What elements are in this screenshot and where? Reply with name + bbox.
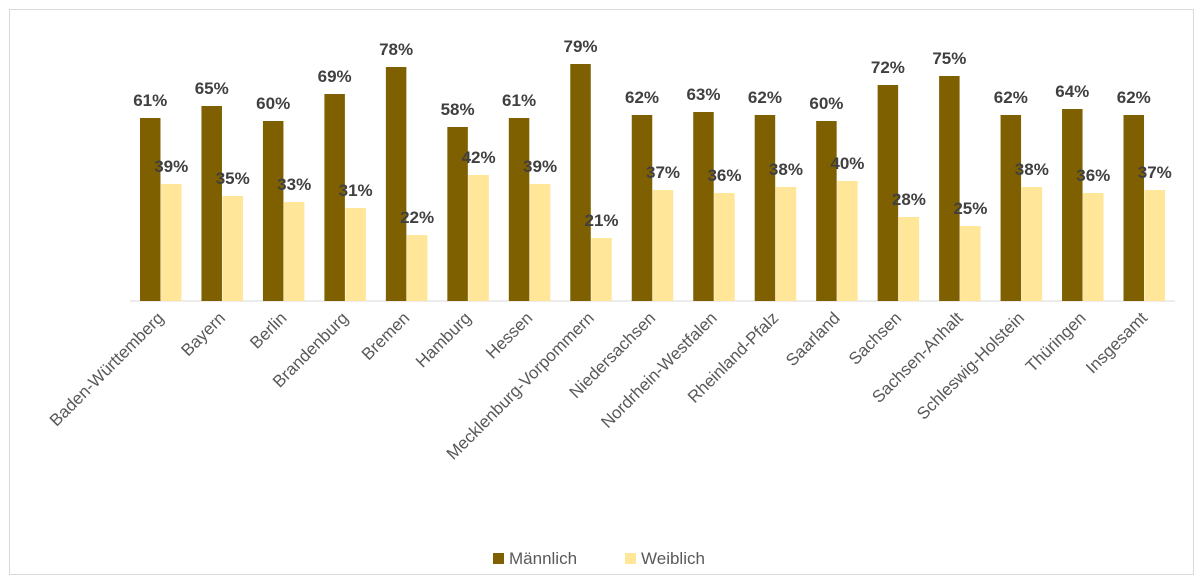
data-label: 63% [686,85,720,104]
bar-maennlich [877,85,899,301]
data-label: 40% [830,154,864,173]
bar-maennlich [1123,115,1145,301]
bar-weiblich [775,187,797,301]
bar-weiblich [222,196,243,301]
data-label: 38% [1015,160,1049,179]
bar-maennlich [754,115,776,301]
data-label: 35% [216,169,250,188]
bar-weiblich [714,193,735,301]
bar-weiblich [1144,190,1166,301]
bar-weiblich [283,202,305,301]
category-label: Sachsen [845,308,905,368]
data-label: 37% [646,163,680,182]
bar-maennlich [570,64,591,301]
bar-maennlich [1062,109,1083,301]
data-label: 42% [462,148,496,167]
data-label: 39% [154,157,188,176]
data-label: 39% [523,157,557,176]
category-label: Hamburg [412,308,475,371]
data-label: 75% [932,49,966,68]
data-label: 62% [625,88,659,107]
bar-weiblich [406,235,428,301]
legend-swatch [493,553,504,564]
bar-maennlich [939,76,960,301]
bar-weiblich [345,208,366,301]
legend-label: Männlich [509,549,577,568]
category-label: Schleswig-Holstein [913,308,1028,423]
bar-maennlich [385,67,407,301]
data-label: 62% [748,88,782,107]
bar-maennlich [816,121,837,301]
data-label: 78% [379,40,413,59]
data-label: 36% [707,166,741,185]
data-label: 60% [256,94,290,113]
data-label: 33% [277,175,311,194]
data-label: 28% [892,190,926,209]
category-label: Baden-Württemberg [46,308,168,430]
data-label: 72% [871,58,905,77]
data-label: 31% [339,181,373,200]
bar-weiblich [960,226,981,301]
category-label: Bayern [178,308,230,360]
bar-maennlich [139,118,161,301]
bar-weiblich [591,238,612,301]
bar-maennlich [693,112,714,301]
category-label: Saarland [782,308,844,370]
data-label: 69% [318,67,352,86]
data-label: 36% [1076,166,1110,185]
data-label: 37% [1138,163,1172,182]
bar-weiblich [898,217,920,301]
data-label: 65% [195,79,229,98]
bar-maennlich [201,106,222,301]
data-label: 79% [564,37,598,56]
category-label: Thüringen [1022,308,1090,376]
bar-maennlich [508,118,530,301]
bar-weiblich [468,175,489,301]
bar-maennlich [447,127,468,301]
data-label: 22% [400,208,434,227]
data-label: 38% [769,160,803,179]
data-label: 58% [441,100,475,119]
data-label: 60% [809,94,843,113]
bar-maennlich [1000,115,1022,301]
category-label: Berlin [246,308,290,352]
data-label: 21% [585,211,619,230]
category-label: Insgesamt [1082,308,1151,377]
bar-maennlich [324,94,345,301]
bar-weiblich [652,190,674,301]
legend-swatch [625,553,636,564]
legend-label: Weiblich [641,549,705,568]
category-label: Nordrhein-Westfalen [597,308,720,431]
data-label: 64% [1055,82,1089,101]
bar-weiblich [529,184,551,301]
data-label: 61% [502,91,536,110]
data-label: 61% [133,91,167,110]
data-label: 62% [994,88,1028,107]
data-label: 25% [953,199,987,218]
bar-weiblich [837,181,858,301]
bar-weiblich [1083,193,1104,301]
bar-weiblich [1021,187,1043,301]
bar-maennlich [262,121,284,301]
category-label: Hessen [482,308,536,362]
data-label: 62% [1117,88,1151,107]
category-label: Bremen [358,308,414,364]
bar-weiblich [160,184,182,301]
bar-maennlich [631,115,653,301]
